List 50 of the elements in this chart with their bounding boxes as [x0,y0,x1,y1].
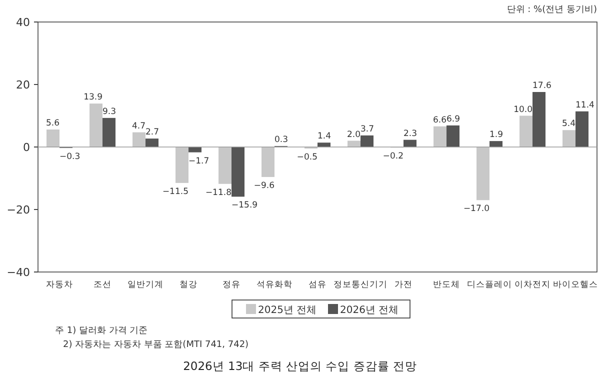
data-label: 13.9 [84,92,102,103]
data-label: 3.7 [360,124,374,134]
x-tick-label: 바이오헬스 [553,280,598,290]
data-label: 5.4 [562,119,576,130]
data-label: −0.5 [296,152,318,163]
y-tick-label: 20 [16,78,30,92]
data-label: −11.5 [162,186,188,197]
data-label: −1.7 [188,156,210,166]
data-label: 10.0 [514,104,532,115]
x-tick-label: 정보통신기기 [334,280,388,290]
data-label: 17.6 [532,81,552,91]
x-tick-label: 철강 [180,280,198,290]
x-tick-label: 섬유 [308,280,326,290]
data-label: −17.0 [463,204,490,214]
x-tick-label: 석유화학 [256,280,292,290]
data-label: 2.0 [346,130,360,140]
x-tick-label: 디스플레이 [467,280,512,290]
x-tick-label: 이차전지 [514,280,550,290]
legend-label: 2026년 전체 [340,305,399,316]
data-label: −15.9 [232,200,258,211]
data-label: 6.9 [446,114,460,124]
data-label: 1.9 [490,130,504,140]
text: 2026년 13대 주력 산업의 수입 증감률 전망 [183,359,417,373]
x-tick-label: 자동차 [46,280,73,290]
x-tick-label: 조선 [94,280,112,290]
data-label: 0.3 [274,135,288,146]
data-label: 6.6 [432,115,446,126]
x-tick-label: 반도체 [433,280,460,290]
data-label: −0.2 [382,152,404,162]
data-label: 5.6 [46,118,60,128]
x-tick-label: 가전 [394,280,412,290]
x-tick-label: 정유 [222,280,240,290]
data-label: 2.7 [146,128,160,138]
data-label: −0.3 [60,152,80,162]
data-label: −9.6 [254,181,274,191]
y-tick-label: 0 [23,141,30,154]
data-label: −11.8 [205,188,232,198]
data-label: 4.7 [132,121,146,132]
text: 단위 : %(전년 동기비) [506,5,597,15]
y-tick-label: 40 [16,16,30,29]
data-label: 9.3 [102,106,116,117]
text: 2) 자동차는 자동차 부품 포함(MTI 741, 742) [63,340,249,350]
y-tick-label: −40 [6,266,30,279]
data-label: 11.4 [576,100,594,110]
y-tick-label: −20 [6,204,30,216]
legend-label: 2025년 전체 [258,305,317,316]
data-label: 2.3 [404,128,418,139]
x-tick-label: 일반기계 [128,280,164,290]
text: 주 1) 달러화 가격 기준 [55,326,148,336]
data-label: 1.4 [318,132,332,142]
